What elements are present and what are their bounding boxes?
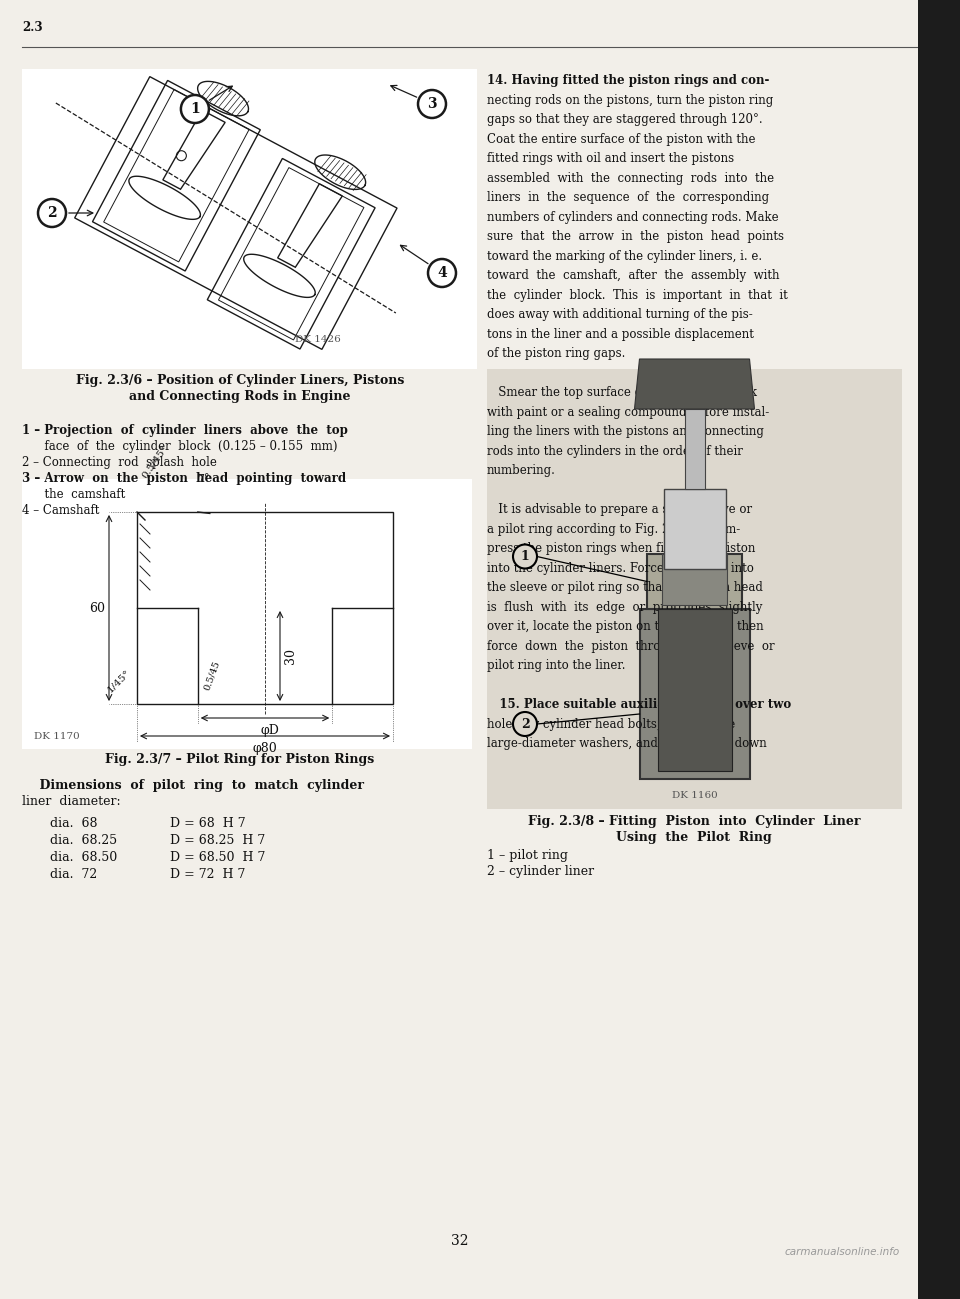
Text: assembled  with  the  connecting  rods  into  the: assembled with the connecting rods into … bbox=[487, 171, 774, 184]
Text: DK 1160: DK 1160 bbox=[672, 791, 717, 799]
Bar bbox=[22, 69, 477, 369]
Text: gaps so that they are staggered through 120°.: gaps so that they are staggered through … bbox=[487, 113, 762, 126]
Bar bbox=[662, 553, 727, 605]
Text: numbering.: numbering. bbox=[487, 464, 556, 477]
Text: 32: 32 bbox=[451, 1234, 468, 1248]
Text: 1: 1 bbox=[190, 103, 200, 116]
Text: ling the liners with the pistons and connecting: ling the liners with the pistons and con… bbox=[487, 425, 764, 438]
Text: 1/45°: 1/45° bbox=[106, 668, 132, 694]
Text: D = 68.25  H 7: D = 68.25 H 7 bbox=[170, 834, 265, 847]
Bar bbox=[684, 409, 705, 488]
Text: over it, locate the piston on the liner, and then: over it, locate the piston on the liner,… bbox=[487, 620, 763, 633]
Text: 2 – Connecting  rod  splash  hole: 2 – Connecting rod splash hole bbox=[22, 456, 217, 469]
Text: 4 – Camshaft: 4 – Camshaft bbox=[22, 504, 100, 517]
Text: DK 1426: DK 1426 bbox=[295, 335, 341, 344]
Text: with paint or a sealing compound before instal-: with paint or a sealing compound before … bbox=[487, 405, 769, 418]
Text: does away with additional turning of the pis-: does away with additional turning of the… bbox=[487, 308, 753, 321]
Text: Fig. 2.3/7 – Pilot Ring for Piston Rings: Fig. 2.3/7 – Pilot Ring for Piston Rings bbox=[106, 753, 374, 766]
Text: D = 68.50  H 7: D = 68.50 H 7 bbox=[170, 851, 265, 864]
Circle shape bbox=[513, 544, 537, 569]
Text: 2 – cylinder liner: 2 – cylinder liner bbox=[487, 865, 594, 878]
Text: 3 – Arrow  on  the  piston  head  pointing  toward: 3 – Arrow on the piston head pointing to… bbox=[22, 472, 347, 485]
Text: liners  in  the  sequence  of  the  corresponding: liners in the sequence of the correspond… bbox=[487, 191, 769, 204]
Text: 3: 3 bbox=[427, 97, 437, 110]
Circle shape bbox=[418, 90, 446, 118]
Text: Dimensions  of  pilot  ring  to  match  cylinder: Dimensions of pilot ring to match cylind… bbox=[22, 779, 364, 792]
Text: liner  diameter:: liner diameter: bbox=[22, 795, 121, 808]
Text: D = 68  H 7: D = 68 H 7 bbox=[170, 817, 246, 830]
Text: Coat the entire surface of the piston with the: Coat the entire surface of the piston wi… bbox=[487, 132, 756, 145]
Bar bbox=[487, 369, 902, 809]
Bar bbox=[647, 553, 742, 609]
Text: 15. Place suitable auxiliary devices over two: 15. Place suitable auxiliary devices ove… bbox=[487, 698, 791, 711]
Text: 2: 2 bbox=[520, 717, 529, 730]
Text: the  cylinder  block.  This  is  important  in  that  it: the cylinder block. This is important in… bbox=[487, 288, 788, 301]
Circle shape bbox=[38, 199, 66, 227]
Bar bbox=[137, 512, 393, 704]
Text: 7°: 7° bbox=[197, 474, 209, 485]
Text: and Connecting Rods in Engine: and Connecting Rods in Engine bbox=[130, 390, 350, 403]
Text: toward  the  camshaft,  after  the  assembly  with: toward the camshaft, after the assembly … bbox=[487, 269, 780, 282]
Text: necting rods on the pistons, turn the piston ring: necting rods on the pistons, turn the pi… bbox=[487, 94, 773, 107]
Bar bbox=[658, 609, 732, 772]
Text: 60: 60 bbox=[89, 601, 105, 614]
Text: face  of  the  cylinder  block  (0.125 – 0.155  mm): face of the cylinder block (0.125 – 0.15… bbox=[22, 440, 338, 453]
Text: 30: 30 bbox=[284, 648, 297, 664]
Text: carmanualsonline.info: carmanualsonline.info bbox=[784, 1247, 900, 1257]
Bar bbox=[663, 488, 726, 569]
Text: It is advisable to prepare a sheet sleeve or: It is advisable to prepare a sheet sleev… bbox=[487, 503, 752, 516]
Text: Using  the  Pilot  Ring: Using the Pilot Ring bbox=[616, 831, 772, 844]
Circle shape bbox=[513, 712, 537, 737]
Text: holes for cylinder head bolts, for example: holes for cylinder head bolts, for examp… bbox=[487, 717, 735, 730]
Bar bbox=[639, 609, 750, 779]
Text: is  flush  with  its  edge  or  protrudes  slightly: is flush with its edge or protrudes slig… bbox=[487, 600, 762, 613]
Text: of the piston ring gaps.: of the piston ring gaps. bbox=[487, 347, 625, 360]
Text: D = 72  H 7: D = 72 H 7 bbox=[170, 868, 246, 881]
Text: 4: 4 bbox=[437, 266, 446, 281]
Text: φD: φD bbox=[260, 724, 279, 737]
Text: 1: 1 bbox=[520, 549, 529, 562]
Text: pilot ring into the liner.: pilot ring into the liner. bbox=[487, 659, 626, 672]
Text: dia.  68.25: dia. 68.25 bbox=[50, 834, 117, 847]
Polygon shape bbox=[635, 359, 755, 409]
Text: sure  that  the  arrow  in  the  piston  head  points: sure that the arrow in the piston head p… bbox=[487, 230, 784, 243]
Circle shape bbox=[428, 259, 456, 287]
Text: numbers of cylinders and connecting rods. Make: numbers of cylinders and connecting rods… bbox=[487, 210, 779, 223]
Text: a pilot ring according to Fig. 2.3/7 to com-: a pilot ring according to Fig. 2.3/7 to … bbox=[487, 522, 740, 535]
Text: fitted rings with oil and insert the pistons: fitted rings with oil and insert the pis… bbox=[487, 152, 734, 165]
Text: 0.5/45°: 0.5/45° bbox=[140, 443, 170, 481]
Text: φ80: φ80 bbox=[252, 742, 277, 755]
Text: press the piston rings when fitting the piston: press the piston rings when fitting the … bbox=[487, 542, 756, 555]
Text: 1 – Projection  of  cylinder  liners  above  the  top: 1 – Projection of cylinder liners above … bbox=[22, 423, 348, 436]
Bar bbox=[918, 0, 960, 1299]
Text: tons in the liner and a possible displacement: tons in the liner and a possible displac… bbox=[487, 327, 754, 340]
Text: 14. Having fitted the piston rings and con-: 14. Having fitted the piston rings and c… bbox=[487, 74, 769, 87]
Text: dia.  68: dia. 68 bbox=[50, 817, 98, 830]
Text: 0.5/45: 0.5/45 bbox=[203, 660, 222, 692]
Text: 2: 2 bbox=[47, 207, 57, 220]
Text: DK 1170: DK 1170 bbox=[34, 733, 80, 740]
Text: rods into the cylinders in the order of their: rods into the cylinders in the order of … bbox=[487, 444, 743, 457]
Text: Fig. 2.3/8 – Fitting  Piston  into  Cylinder  Liner: Fig. 2.3/8 – Fitting Piston into Cylinde… bbox=[528, 814, 860, 827]
Text: dia.  72: dia. 72 bbox=[50, 868, 97, 881]
Text: the sleeve or pilot ring so that the piston head: the sleeve or pilot ring so that the pis… bbox=[487, 581, 763, 594]
Text: Fig. 2.3/6 – Position of Cylinder Liners, Pistons: Fig. 2.3/6 – Position of Cylinder Liners… bbox=[76, 374, 404, 387]
Text: 2.3: 2.3 bbox=[22, 21, 42, 34]
Text: into the cylinder liners. Force the piston into: into the cylinder liners. Force the pist… bbox=[487, 561, 754, 574]
Bar bbox=[22, 479, 472, 750]
Text: the  camshaft: the camshaft bbox=[22, 488, 125, 501]
Text: Smear the top surface of the cylinder block: Smear the top surface of the cylinder bl… bbox=[487, 386, 757, 399]
Text: dia.  68.50: dia. 68.50 bbox=[50, 851, 117, 864]
Text: 1 – pilot ring: 1 – pilot ring bbox=[487, 850, 568, 863]
Text: toward the marking of the cylinder liners, i. e.: toward the marking of the cylinder liner… bbox=[487, 249, 762, 262]
Circle shape bbox=[180, 95, 209, 123]
Text: large-diameter washers, and screw them down: large-diameter washers, and screw them d… bbox=[487, 737, 767, 750]
Text: force  down  the  piston  through  the  sleeve  or: force down the piston through the sleeve… bbox=[487, 639, 775, 652]
